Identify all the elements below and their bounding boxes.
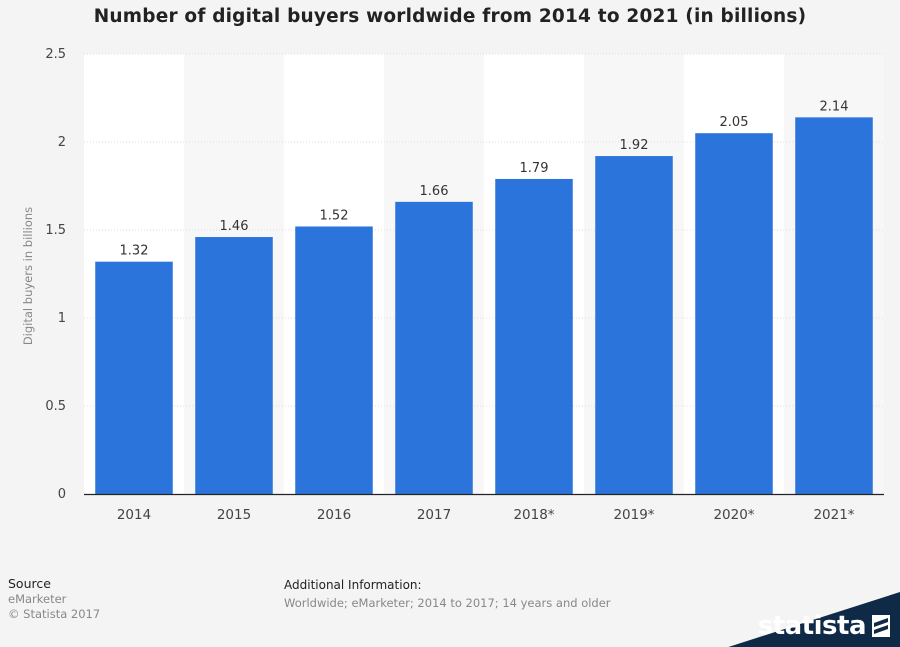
additional-info-text: Worldwide; eMarketer; 2014 to 2017; 14 y… <box>284 596 611 610</box>
bar-value-label: 2.05 <box>720 115 749 130</box>
statista-logo-icon <box>872 615 890 637</box>
x-tick-label: 2014 <box>117 507 151 523</box>
bar-value-label: 1.92 <box>620 138 649 153</box>
bar[interactable] <box>695 133 773 494</box>
bar[interactable] <box>395 201 473 494</box>
x-tick-label: 2020* <box>713 507 754 523</box>
brand-logo[interactable]: statista <box>758 611 890 641</box>
x-tick-label: 2019* <box>613 507 654 523</box>
bar[interactable] <box>595 156 673 494</box>
copyright-text: © Statista 2017 <box>8 607 101 621</box>
y-tick-label: 0.5 <box>45 399 66 414</box>
source-label: Source <box>8 576 51 591</box>
y-axis-title: Digital buyers in billions <box>21 207 35 345</box>
x-tick-label: 2015 <box>217 507 251 523</box>
bar-value-label: 1.46 <box>220 219 249 234</box>
bar[interactable] <box>95 261 173 494</box>
bar-value-label: 1.32 <box>120 244 149 259</box>
source-value[interactable]: eMarketer <box>8 592 67 606</box>
y-tick-label: 2.5 <box>45 47 66 62</box>
bar-value-label: 1.79 <box>520 161 549 176</box>
y-tick-label: 1 <box>58 311 66 326</box>
x-tick-label: 2016 <box>317 507 351 523</box>
bar-value-label: 2.14 <box>820 99 849 114</box>
additional-info-label: Additional Information: <box>284 578 422 592</box>
bar[interactable] <box>495 178 573 494</box>
y-tick-label: 2 <box>58 135 66 150</box>
bar-value-label: 1.66 <box>420 184 449 199</box>
brand-name: statista <box>757 611 867 641</box>
chart-title: Number of digital buyers worldwide from … <box>93 6 807 27</box>
bar-value-label: 1.52 <box>320 208 349 223</box>
x-tick-label: 2021* <box>813 507 854 523</box>
bar[interactable] <box>195 237 273 495</box>
bar[interactable] <box>295 226 373 495</box>
x-tick-label: 2018* <box>513 507 554 523</box>
y-tick-label: 1.5 <box>45 223 66 238</box>
x-tick-label: 2017 <box>417 507 451 523</box>
bar[interactable] <box>795 117 873 495</box>
y-tick-label: 0 <box>58 487 66 502</box>
